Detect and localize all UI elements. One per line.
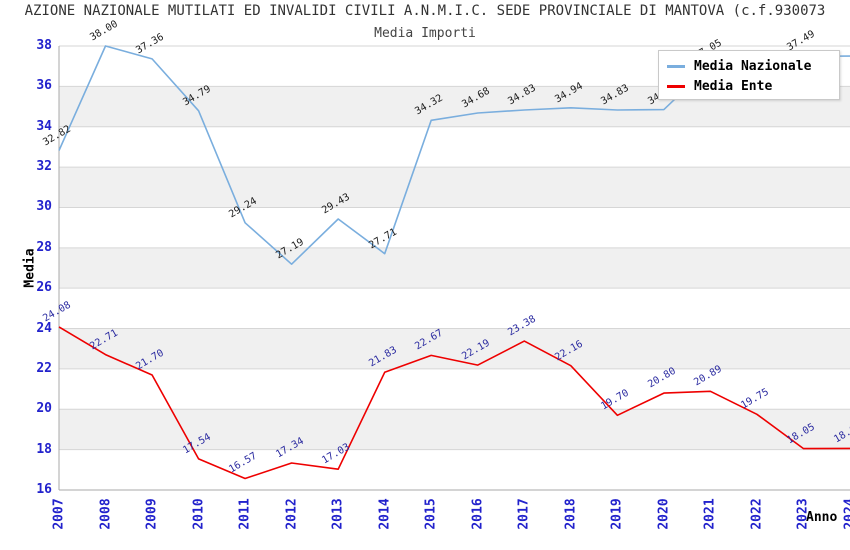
x-tick-label: 2012 bbox=[284, 498, 300, 530]
y-tick-label: 32 bbox=[36, 159, 52, 175]
y-tick-label: 16 bbox=[36, 482, 52, 497]
x-tick-label: 2009 bbox=[144, 498, 160, 530]
media-ente-line-swatch-icon bbox=[667, 84, 685, 88]
legend-item-media-ente: Media Ente bbox=[667, 76, 831, 96]
media-nazionale-line-swatch-icon bbox=[667, 64, 685, 68]
x-tick-label: 2022 bbox=[749, 498, 765, 530]
x-tick-label: 2015 bbox=[423, 498, 439, 530]
x-tick-label: 2016 bbox=[470, 498, 486, 530]
x-tick-label: 2018 bbox=[563, 498, 579, 530]
y-tick-label: 38 bbox=[36, 38, 52, 53]
x-tick-label: 2017 bbox=[516, 498, 532, 530]
legend: Media Nazionale Media Ente bbox=[658, 50, 840, 100]
x-tick-label: 2014 bbox=[377, 498, 393, 530]
y-tick-label: 36 bbox=[36, 78, 52, 94]
legend-item-media-nazionale: Media Nazionale bbox=[667, 56, 831, 76]
y-tick-label: 24 bbox=[36, 320, 52, 336]
x-tick-label: 2019 bbox=[609, 498, 625, 530]
x-tick-label: 2007 bbox=[51, 498, 67, 530]
y-tick-label: 18 bbox=[36, 441, 52, 457]
chart-subtitle: Media Importi bbox=[374, 26, 476, 41]
x-tick-label: 2021 bbox=[702, 498, 718, 530]
y-tick-label: 34 bbox=[36, 118, 52, 134]
x-tick-label: 2013 bbox=[330, 498, 346, 530]
x-axis-title: Anno bbox=[806, 510, 838, 525]
y-tick-label: 30 bbox=[36, 199, 52, 215]
x-tick-label: 2024 bbox=[842, 498, 850, 530]
y-tick-label: 22 bbox=[36, 360, 52, 376]
y-tick-label: 28 bbox=[36, 239, 52, 255]
chart-title: AZIONE NAZIONALE MUTILATI ED INVALIDI CI… bbox=[24, 3, 826, 19]
y-tick-label: 20 bbox=[36, 401, 52, 417]
x-tick-label: 2010 bbox=[191, 498, 207, 530]
legend-label: Media Ente bbox=[694, 78, 773, 94]
x-tick-label: 2008 bbox=[98, 498, 114, 530]
y-tick-label: 26 bbox=[36, 280, 52, 296]
legend-label: Media Nazionale bbox=[694, 58, 812, 74]
x-tick-label: 2023 bbox=[795, 498, 811, 530]
x-tick-label: 2020 bbox=[656, 498, 672, 530]
x-tick-label: 2011 bbox=[237, 498, 253, 530]
